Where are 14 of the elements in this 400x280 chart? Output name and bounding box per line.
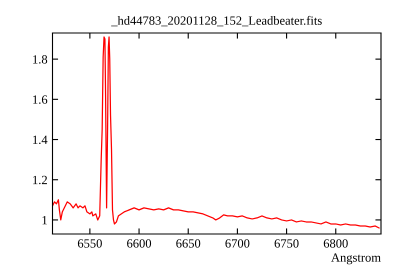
y-tick-label: 1.2 [33, 176, 47, 184]
x-axis-title: Angstrom [331, 253, 381, 264]
x-tick-label: 6750 [274, 239, 299, 248]
y-tick-label: 1.8 [33, 55, 48, 64]
x-tick-label: 6550 [78, 239, 102, 248]
line-series [52, 36, 380, 229]
y-tick-label: 1 [42, 216, 47, 224]
x-tick-label: 6800 [324, 239, 348, 248]
x-tick-label: 6650 [176, 239, 200, 248]
y-tick-label: 1.4 [33, 136, 48, 144]
chart-title: _hd44783_20201128_152_Leadbeater.fits [111, 16, 322, 26]
x-tick-label: 6600 [127, 239, 152, 248]
y-tick-label: 1.6 [33, 95, 48, 104]
x-tick-label: 6700 [225, 239, 250, 248]
